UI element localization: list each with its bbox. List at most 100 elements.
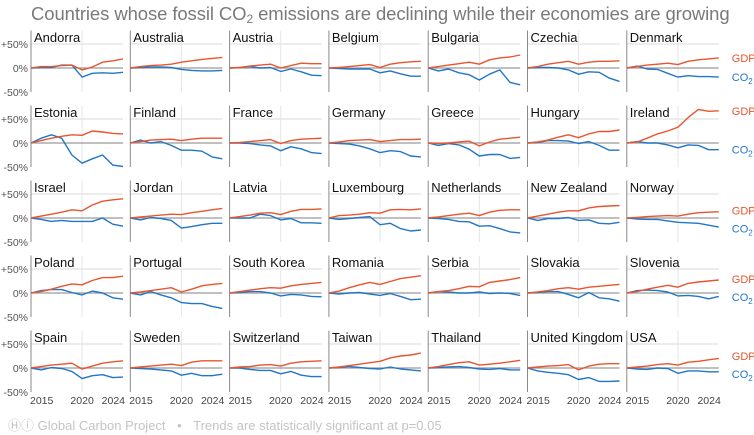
footer-note: Trends are statistically significant at …	[193, 418, 442, 433]
co2-line	[626, 140, 719, 151]
co2-line	[30, 366, 124, 380]
co2-line	[130, 290, 223, 310]
panel-bulgaria: Bulgaria	[427, 30, 521, 92]
panel-hungary: Hungary	[527, 105, 620, 167]
panel-label: Jordan	[133, 180, 173, 195]
gdp-line	[428, 209, 521, 219]
co2-line	[30, 217, 124, 227]
y-tick-label: 0%	[13, 363, 28, 375]
legend-gdp: GDP	[732, 351, 754, 363]
panel-label: Romania	[332, 255, 385, 270]
gdp-line	[130, 360, 223, 369]
panel-label: Czechia	[531, 30, 579, 45]
co2-line	[428, 217, 521, 234]
co2-line	[328, 67, 421, 77]
creative-commons-icon: Ⓗⓘ	[8, 418, 35, 433]
co2-line	[527, 66, 620, 83]
gdp-line	[328, 60, 421, 69]
x-tick-label: 2015	[328, 395, 352, 407]
y-tick-label: 0%	[13, 138, 28, 150]
legend-co2-subscript: 2	[748, 374, 753, 383]
co2-line	[130, 367, 223, 377]
panel-label: United Kingdom	[531, 330, 624, 345]
co2-line	[229, 142, 322, 155]
panel-luxembourg: Luxembourg	[328, 180, 421, 242]
panel-thailand: Thailand 2015 2020 2024	[427, 330, 522, 407]
panel-greece: Greece	[427, 105, 521, 167]
panel-slovakia: Slovakia	[527, 255, 620, 317]
legend-co2-subscript: 2	[748, 150, 753, 159]
x-tick-label: 2015	[229, 395, 253, 407]
gdp-line	[328, 275, 422, 294]
x-tick-label: 2020	[170, 395, 194, 407]
panel-latvia: Latvia	[229, 180, 322, 242]
x-tick-label: 2015	[626, 395, 650, 407]
panel-label: Germany	[332, 105, 386, 120]
gdp-line	[626, 57, 719, 69]
panel-france: France	[229, 105, 322, 167]
panel-israel: Israel +50% 0% -50%	[1, 180, 124, 249]
footer-separator: •	[177, 418, 182, 433]
gdp-line	[30, 360, 124, 370]
panel-andorra: Andorra +50% 0% -50%	[1, 30, 124, 99]
gdp-line	[626, 357, 719, 369]
y-tick-label: -50%	[3, 87, 28, 99]
panel-label: Belgium	[332, 30, 379, 45]
panel-label: Slovenia	[630, 255, 681, 270]
legend-co2-text: CO	[732, 369, 749, 381]
gdp-line	[527, 60, 620, 69]
panel-label: Israel	[34, 180, 66, 195]
co2-line	[527, 216, 620, 225]
x-tick-label: 2020	[567, 395, 591, 407]
panel-new-zealand: New Zealand	[527, 180, 620, 242]
panel-usa: USA 2015 2020 2024 GDP CO2	[626, 330, 754, 407]
y-tick-label: 0%	[13, 213, 28, 225]
panel-romania: Romania	[328, 255, 422, 317]
x-tick-label: 2015	[129, 395, 153, 407]
co2-line	[428, 67, 521, 86]
panel-label: Portugal	[133, 255, 182, 270]
legend-co2: CO2	[732, 145, 754, 159]
gdp-line	[229, 137, 322, 145]
legend-co2: CO2	[732, 72, 754, 86]
panel-label: Andorra	[34, 30, 81, 45]
panel-label: Bulgaria	[431, 30, 479, 45]
legend-co2: CO2	[732, 223, 754, 237]
legend-gdp: GDP	[732, 106, 754, 118]
x-tick-label: 2020	[468, 395, 492, 407]
panel-ireland: Ireland GDP CO2	[626, 105, 754, 167]
co2-line	[30, 64, 124, 78]
panel-label: Finland	[133, 105, 176, 120]
panel-label: Ireland	[630, 105, 670, 120]
panel-portugal: Portugal	[129, 255, 223, 317]
gdp-line	[428, 359, 521, 369]
gdp-line	[30, 130, 124, 144]
legend-co2-text: CO	[732, 145, 749, 157]
legend-co2-text: CO	[732, 223, 749, 235]
co2-line	[229, 367, 322, 378]
gdp-line	[229, 360, 322, 369]
gdp-line	[626, 108, 719, 144]
panel-sweden: Sweden 2015 2020 2024	[129, 330, 224, 407]
panel-label: Poland	[34, 255, 74, 270]
gdp-line	[130, 282, 223, 294]
gdp-line	[527, 204, 620, 219]
gdp-line	[30, 198, 124, 219]
panel-label: France	[233, 105, 273, 120]
panel-label: Netherlands	[431, 180, 502, 195]
gdp-line	[229, 62, 322, 69]
panel-label: Spain	[34, 330, 67, 345]
co2-line	[328, 215, 421, 232]
y-tick-label: +50%	[1, 264, 28, 276]
co2-line	[428, 365, 521, 371]
gdp-line	[229, 208, 322, 219]
co2-line	[626, 367, 719, 374]
panel-label: Slovakia	[531, 255, 581, 270]
chart-title: Countries whose fossil CO2 emissions are…	[31, 3, 730, 26]
x-tick-label: 2024	[201, 395, 225, 407]
panel-estonia: Estonia +50% 0% -50%	[1, 105, 124, 174]
panel-taiwan: Taiwan 2015 2020 2024	[328, 330, 423, 407]
x-tick-label: 2024	[102, 395, 126, 407]
panel-label: South Korea	[233, 255, 306, 270]
co2-line	[328, 291, 421, 301]
